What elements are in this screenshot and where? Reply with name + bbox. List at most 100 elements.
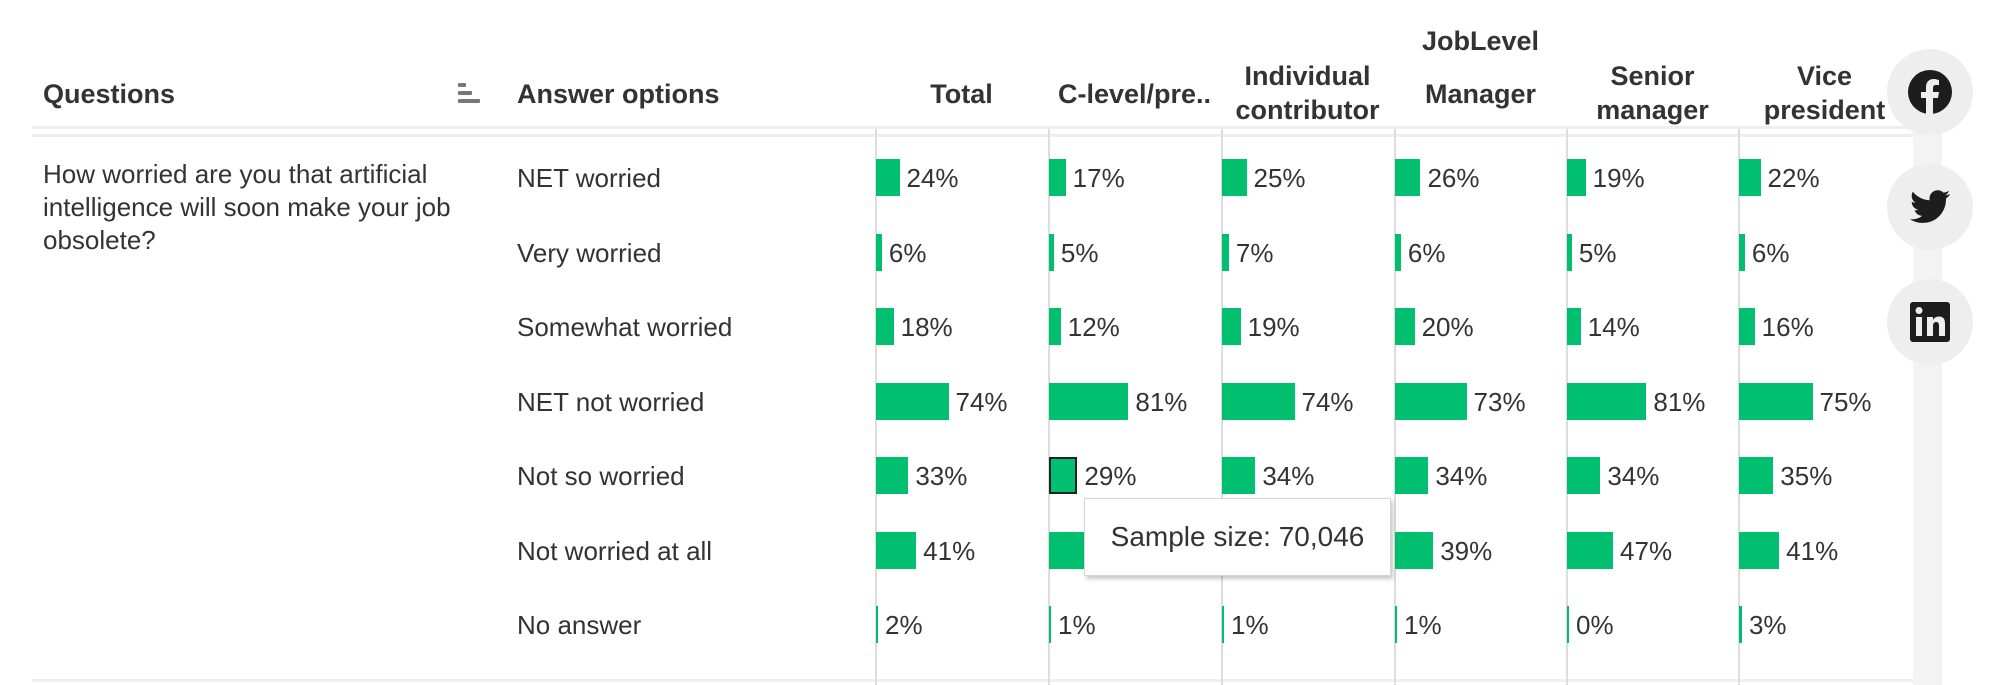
bar[interactable]: [876, 383, 949, 420]
data-label: 81%: [1135, 387, 1188, 417]
table-bottom-border: [32, 679, 1914, 682]
bar[interactable]: [1395, 532, 1434, 569]
data-label: 34%: [1607, 461, 1660, 491]
facebook-share-button[interactable]: [1887, 49, 1973, 135]
answer-option-label: Somewhat worried: [517, 312, 733, 342]
bar[interactable]: [1049, 383, 1129, 420]
bar[interactable]: [1567, 308, 1581, 345]
answer-option-label: Not worried at all: [517, 536, 713, 566]
bar[interactable]: [1395, 159, 1421, 196]
data-label: 7%: [1235, 238, 1274, 268]
data-label: 41%: [923, 536, 976, 566]
bar[interactable]: [1567, 159, 1586, 196]
bar[interactable]: [1739, 308, 1755, 345]
answer-option-label: NET not worried: [517, 387, 705, 417]
bar[interactable]: [1222, 159, 1247, 196]
bar[interactable]: [1567, 457, 1601, 494]
data-label: 19%: [1247, 312, 1300, 342]
data-label: 5%: [1578, 238, 1617, 268]
data-label: 73%: [1473, 387, 1526, 417]
bar[interactable]: [1222, 308, 1241, 345]
bar[interactable]: [1222, 383, 1295, 420]
data-label: 74%: [1301, 387, 1354, 417]
data-label: 3%: [1748, 610, 1787, 640]
column-header-senior-manager-line1: Senior: [1610, 61, 1695, 91]
column-header-total[interactable]: Total: [930, 79, 993, 109]
column-header-individual-contributor-line1: Individual: [1244, 61, 1371, 91]
bar[interactable]: [876, 606, 878, 643]
bar[interactable]: [1739, 457, 1774, 494]
column-header-vice-president-line2: president: [1763, 95, 1886, 125]
bar[interactable]: [1222, 606, 1224, 643]
bar[interactable]: [1049, 457, 1078, 494]
bar[interactable]: [1395, 383, 1467, 420]
bar[interactable]: [876, 159, 900, 196]
data-label: 17%: [1072, 163, 1125, 193]
data-label: 6%: [1751, 238, 1790, 268]
data-label: 33%: [915, 461, 968, 491]
data-label: 74%: [955, 387, 1008, 417]
data-label: 2%: [885, 610, 923, 640]
twitter-share-button[interactable]: [1887, 164, 1973, 250]
bar[interactable]: [1567, 606, 1569, 643]
data-label: 19%: [1592, 163, 1645, 193]
bar[interactable]: [1395, 457, 1429, 494]
column-header-c-level-pre-[interactable]: C-level/pre..: [1057, 79, 1212, 109]
bar[interactable]: [876, 308, 894, 345]
bar[interactable]: [1049, 308, 1061, 345]
question-text: How worried are you that artificial inte…: [43, 159, 451, 255]
answer-option-label: Not so worried: [517, 461, 685, 491]
data-label: 22%: [1767, 163, 1820, 193]
facebook-icon: [1908, 70, 1952, 114]
sample-size-tooltip: Sample size: 70,046: [1084, 498, 1391, 576]
data-label: 1%: [1404, 610, 1442, 640]
bar[interactable]: [1049, 606, 1051, 643]
bar[interactable]: [1739, 234, 1745, 271]
data-label: 6%: [888, 238, 927, 268]
bar[interactable]: [1395, 308, 1415, 345]
bar[interactable]: [1567, 532, 1614, 569]
bar[interactable]: [1395, 234, 1401, 271]
answer-option-label: Very worried: [517, 238, 662, 268]
sort-ascending-icon[interactable]: [458, 83, 480, 103]
bar[interactable]: [1049, 159, 1066, 196]
bar[interactable]: [876, 234, 882, 271]
data-label: 35%: [1780, 461, 1833, 491]
bar[interactable]: [1049, 234, 1054, 271]
data-label: 34%: [1435, 461, 1488, 491]
data-label: 47%: [1620, 536, 1673, 566]
data-label: 29%: [1084, 461, 1137, 491]
data-label: 12%: [1067, 312, 1120, 342]
data-label: 26%: [1427, 163, 1480, 193]
data-label: 20%: [1421, 312, 1474, 342]
column-header-manager[interactable]: Manager: [1424, 79, 1537, 109]
bar[interactable]: [1739, 159, 1761, 196]
header-divider-top: [32, 126, 1914, 129]
header-divider-bottom: [32, 134, 1914, 137]
twitter-icon: [1910, 190, 1950, 223]
data-label: 81%: [1653, 387, 1706, 417]
column-header-senior-manager-line2: manager: [1596, 95, 1709, 125]
data-label: 24%: [906, 163, 959, 193]
bar[interactable]: [1739, 532, 1780, 569]
bar[interactable]: [1222, 457, 1256, 494]
bar[interactable]: [1567, 383, 1647, 420]
data-label: 39%: [1440, 536, 1493, 566]
bar[interactable]: [876, 457, 909, 494]
bar[interactable]: [1222, 234, 1229, 271]
bar[interactable]: [876, 532, 917, 569]
answer-option-label: No answer: [517, 610, 642, 640]
bar[interactable]: [1395, 606, 1397, 643]
group-header-joblevel: JobLevel: [1421, 26, 1540, 56]
column-header-individual-contributor-line2: contributor: [1235, 95, 1380, 125]
data-label: 25%: [1253, 163, 1306, 193]
data-label: 1%: [1231, 610, 1269, 640]
linkedin-share-button[interactable]: [1887, 279, 1973, 365]
data-label: 18%: [900, 312, 953, 342]
bar[interactable]: [1739, 383, 1813, 420]
linkedin-icon: [1910, 302, 1950, 342]
bar[interactable]: [1567, 234, 1572, 271]
bar[interactable]: [1739, 606, 1742, 643]
data-label: 34%: [1262, 461, 1315, 491]
data-label: 75%: [1819, 387, 1872, 417]
